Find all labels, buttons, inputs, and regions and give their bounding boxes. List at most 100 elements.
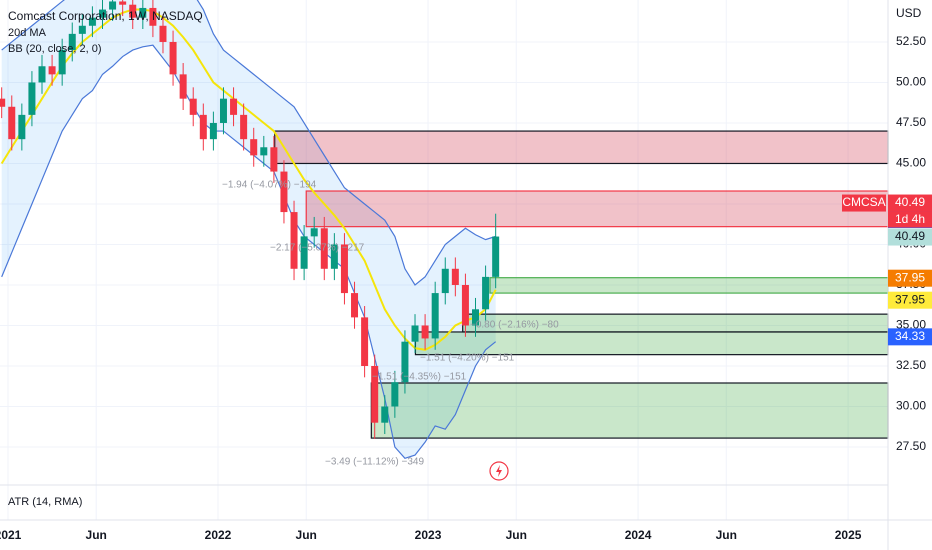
candle-body (38, 66, 46, 83)
candle-body (270, 147, 278, 172)
x-tick-label: Jun (716, 528, 737, 542)
indicator-line (1, 0, 496, 286)
countdown-label: 1d 4h (895, 212, 925, 226)
candle-body (139, 7, 147, 18)
x-tick-label: Jun (506, 528, 527, 542)
y-tick-label: 50.00 (896, 75, 926, 89)
y-tick-label: 35.00 (896, 318, 926, 332)
candle-body (492, 236, 500, 277)
candle-body (68, 33, 76, 51)
candle-body (240, 114, 248, 140)
x-tick-label: 2022 (205, 528, 232, 542)
price-label (888, 194, 932, 212)
candle-body (371, 365, 379, 423)
candle-body (169, 41, 177, 75)
candle-body (129, 4, 137, 18)
y-tick-label: 52.50 (896, 34, 926, 48)
candle-body (109, 1, 117, 10)
measure-label: −0.80 (−2.16%) −80 (470, 320, 559, 331)
candle-body (461, 284, 469, 326)
candle-body (391, 382, 399, 407)
y-tick-label: 45.00 (896, 156, 926, 170)
candle-body (411, 325, 419, 342)
zone (370, 382, 889, 439)
candle-body (98, 9, 106, 18)
candle-body (199, 114, 207, 140)
x-tick-label: 2021 (0, 528, 22, 542)
candle-body (310, 228, 318, 237)
candle-body (351, 293, 359, 318)
chart-title: Comcast Corporation, 1W, NASDAQ (8, 9, 203, 23)
price-label-text: 37.95 (895, 292, 925, 306)
measure-label: −1.51 (−4.35%) −151 (372, 372, 467, 383)
candle-body (58, 50, 66, 75)
candle-body (290, 212, 298, 269)
candle-body (300, 236, 308, 269)
candle-body (159, 25, 167, 42)
measure-label: −1.94 (−4.07%) −194 (222, 180, 317, 191)
indicator-line (1, 44, 497, 460)
candle-body (381, 406, 389, 423)
candle-body (340, 244, 348, 294)
y-tick-label: 30.00 (896, 399, 926, 413)
candle-body (149, 7, 157, 26)
candle-body (441, 268, 449, 294)
candle-body (280, 171, 288, 213)
candle-body (78, 25, 86, 34)
x-tick-label: 2023 (415, 528, 442, 542)
indicator-label: 20d MA (8, 27, 47, 39)
price-label-text: 34.33 (895, 329, 925, 343)
candle-body (330, 244, 338, 269)
candle-body (320, 228, 328, 269)
price-label-text: 37.95 (895, 270, 925, 284)
symbol-label-bg (842, 194, 886, 212)
zone (414, 331, 889, 356)
candle-body (431, 293, 439, 339)
candle-body (28, 82, 36, 115)
y-tick-label: 27.50 (896, 439, 926, 453)
candle-body (230, 98, 238, 115)
candle-body (18, 114, 26, 140)
x-tick-label: 2024 (625, 528, 652, 542)
candle-body (401, 341, 409, 383)
candle-body (482, 276, 490, 310)
y-tick-label: 47.50 (896, 115, 926, 129)
measure-label: −2.17 (−5.07%) −217 (270, 243, 365, 254)
candle-body (88, 17, 96, 26)
countdown-bg (888, 211, 932, 228)
price-label (888, 269, 932, 287)
x-tick-label: Jun (86, 528, 107, 542)
price-label-text: 40.49 (895, 195, 925, 209)
price-label (888, 228, 932, 246)
candle-body (119, 1, 127, 5)
zone (489, 277, 889, 294)
symbol-label: CMCSA (842, 195, 885, 209)
candle-body (421, 325, 429, 339)
zone (274, 130, 889, 165)
candle-body (179, 74, 187, 99)
bb-fill (1, 0, 496, 459)
candle-body (472, 309, 480, 326)
x-tick-label: Jun (296, 528, 317, 542)
alert-icon[interactable] (489, 461, 509, 481)
price-label (888, 328, 932, 346)
candle-body (48, 66, 56, 75)
x-tick-label: 2025 (835, 528, 862, 542)
y-tick-label: 32.50 (896, 358, 926, 372)
candle-body (250, 139, 258, 156)
candle-body (189, 98, 197, 115)
candle-body (8, 106, 16, 140)
indicator-line (0, 8, 497, 351)
candle-body (361, 317, 369, 366)
measure-label: −3.49 (−11.12%) −349 (325, 457, 424, 468)
candle-body (451, 268, 459, 285)
measure-label: −1.51 (−4.20%) −151 (420, 353, 515, 364)
indicator-label: BB (20, close, 2, 0) (8, 43, 102, 55)
pane-label: ATR (14, RMA) (8, 496, 82, 508)
candle-body (209, 122, 217, 140)
price-label-text: 40.49 (895, 229, 925, 243)
candle-body (260, 147, 268, 156)
price-label (888, 291, 932, 309)
